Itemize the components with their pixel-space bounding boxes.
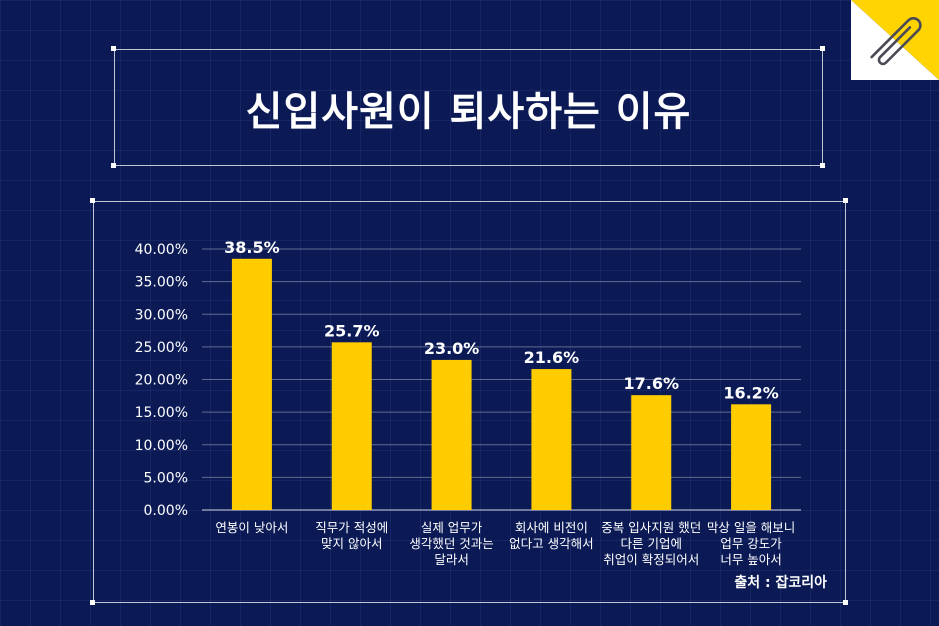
y-tick-label: 25.00% bbox=[135, 340, 188, 356]
handle bbox=[820, 163, 825, 168]
handle bbox=[111, 46, 116, 51]
x-tick-label: 업무 강도가 bbox=[720, 536, 782, 551]
x-tick-label: 실제 업무가 bbox=[421, 520, 483, 535]
chart-panel: 0.00% 5.00% 10.00% 15.00% 20.00% 25.00% 30.00%… bbox=[93, 201, 846, 603]
y-tick-label: 40.00% bbox=[135, 242, 188, 258]
data-label: 25.7% bbox=[324, 321, 380, 340]
x-tick-label: 회사에 비전이 bbox=[515, 520, 588, 535]
y-tick-label: 20.00% bbox=[135, 373, 188, 389]
data-label: 38.5% bbox=[224, 238, 280, 257]
handle bbox=[90, 600, 95, 605]
page-title: 신입사원이 퇴사하는 이유 bbox=[245, 88, 692, 135]
x-tick-label: 없다고 생각해서 bbox=[509, 536, 593, 551]
x-tick-label: 취업이 확정되어서 bbox=[603, 552, 699, 567]
y-tick-label: 10.00% bbox=[135, 438, 188, 454]
title-box: 신입사원이 퇴사하는 이유 bbox=[114, 49, 823, 166]
handle bbox=[111, 163, 116, 168]
y-tick-label: 15.00% bbox=[135, 405, 188, 421]
data-label: 17.6% bbox=[623, 374, 679, 393]
handle bbox=[843, 600, 848, 605]
data-label: 16.2% bbox=[723, 383, 779, 402]
bar-chart: 0.00% 5.00% 10.00% 15.00% 20.00% 25.00% 30.00%… bbox=[135, 238, 801, 567]
handle bbox=[843, 198, 848, 203]
data-label: 23.0% bbox=[424, 339, 480, 358]
handle bbox=[90, 198, 95, 203]
bar bbox=[731, 404, 772, 510]
y-tick-label: 0.00% bbox=[144, 503, 188, 519]
source-note: 출처 : 잡코리아 bbox=[734, 575, 827, 591]
paperclip-icon bbox=[851, 0, 939, 80]
bar bbox=[331, 342, 372, 510]
corner-decoration bbox=[851, 0, 939, 80]
bar bbox=[431, 359, 472, 510]
x-tick-label: 달라서 bbox=[434, 552, 469, 567]
x-tick-label: 다른 기업에 bbox=[621, 536, 682, 551]
x-tick-label: 너무 높아서 bbox=[720, 552, 781, 567]
bar bbox=[631, 395, 672, 510]
bar bbox=[531, 369, 572, 510]
x-tick-label: 중복 입사지원 했던 bbox=[601, 520, 701, 535]
handle bbox=[820, 46, 825, 51]
y-tick-label: 35.00% bbox=[135, 275, 188, 291]
y-tick-label: 5.00% bbox=[144, 470, 188, 486]
y-tick-label: 30.00% bbox=[135, 307, 188, 323]
x-tick-label: 생각했던 것과는 bbox=[409, 536, 493, 551]
x-tick-label: 직무가 적성에 bbox=[315, 520, 388, 535]
x-tick-label: 연봉이 낮아서 bbox=[215, 520, 288, 535]
x-tick-label: 맞지 않아서 bbox=[321, 536, 382, 551]
x-tick-label: 막상 일을 해보니 bbox=[707, 520, 795, 535]
data-label: 21.6% bbox=[524, 348, 580, 367]
bar bbox=[231, 258, 272, 510]
